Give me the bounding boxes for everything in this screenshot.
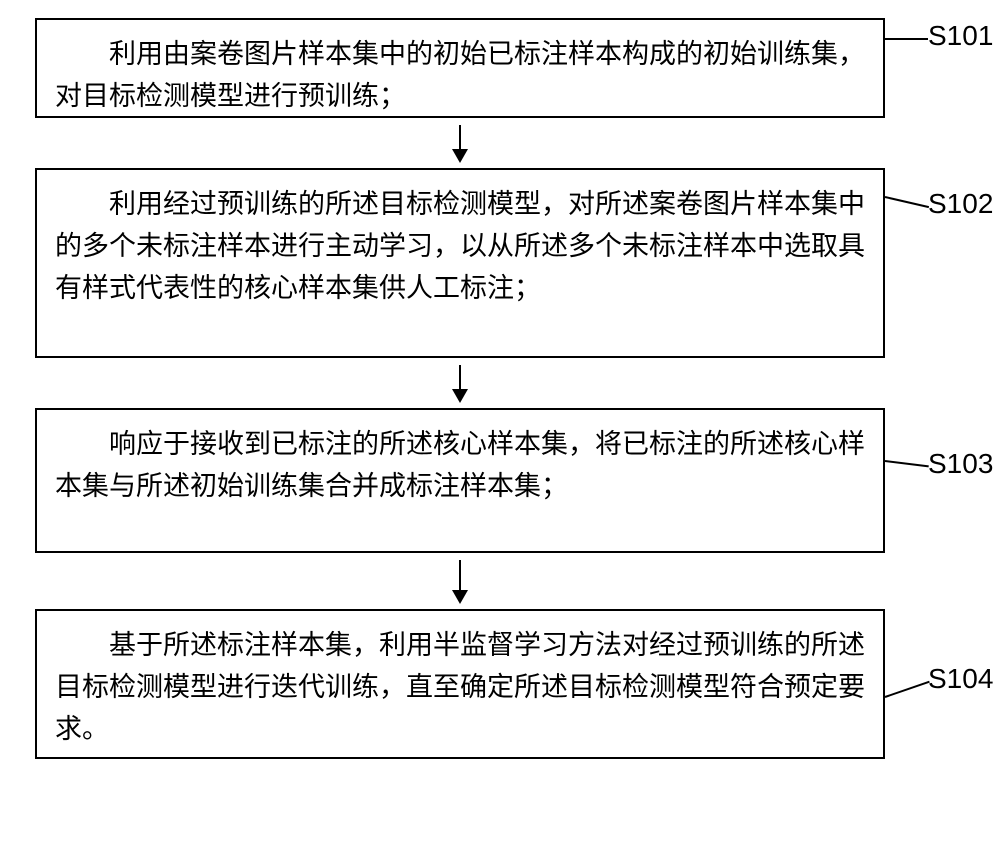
step-box-1: 利用由案卷图片样本集中的初始已标注样本构成的初始训练集，对目标检测模型进行预训练… [35, 18, 885, 118]
flowchart-container: 利用由案卷图片样本集中的初始已标注样本构成的初始训练集，对目标检测模型进行预训练… [35, 18, 965, 759]
connector-3 [885, 460, 929, 467]
step-box-4: 基于所述标注样本集，利用半监督学习方法对经过预训练的所述目标检测模型进行迭代训练… [35, 609, 885, 759]
connector-1 [885, 38, 928, 40]
step-label-4: S104 [928, 663, 993, 695]
arrow-1 [35, 118, 885, 168]
step-box-2: 利用经过预训练的所述目标检测模型，对所述案卷图片样本集中的多个未标注样本进行主动… [35, 168, 885, 358]
step-text-2: 利用经过预训练的所述目标检测模型，对所述案卷图片样本集中的多个未标注样本进行主动… [55, 184, 865, 310]
arrow-3 [35, 553, 885, 609]
step-label-2: S102 [928, 188, 993, 220]
step-box-3: 响应于接收到已标注的所述核心样本集，将已标注的所述核心样本集与所述初始训练集合并… [35, 408, 885, 553]
arrow-2 [35, 358, 885, 408]
step-text-3: 响应于接收到已标注的所述核心样本集，将已标注的所述核心样本集与所述初始训练集合并… [55, 424, 865, 508]
connector-2 [885, 196, 929, 208]
connector-4 [885, 681, 930, 698]
step-text-4: 基于所述标注样本集，利用半监督学习方法对经过预训练的所述目标检测模型进行迭代训练… [55, 625, 865, 751]
step-label-3: S103 [928, 448, 993, 480]
step-label-1: S101 [928, 20, 993, 52]
step-text-1: 利用由案卷图片样本集中的初始已标注样本构成的初始训练集，对目标检测模型进行预训练… [55, 34, 865, 118]
